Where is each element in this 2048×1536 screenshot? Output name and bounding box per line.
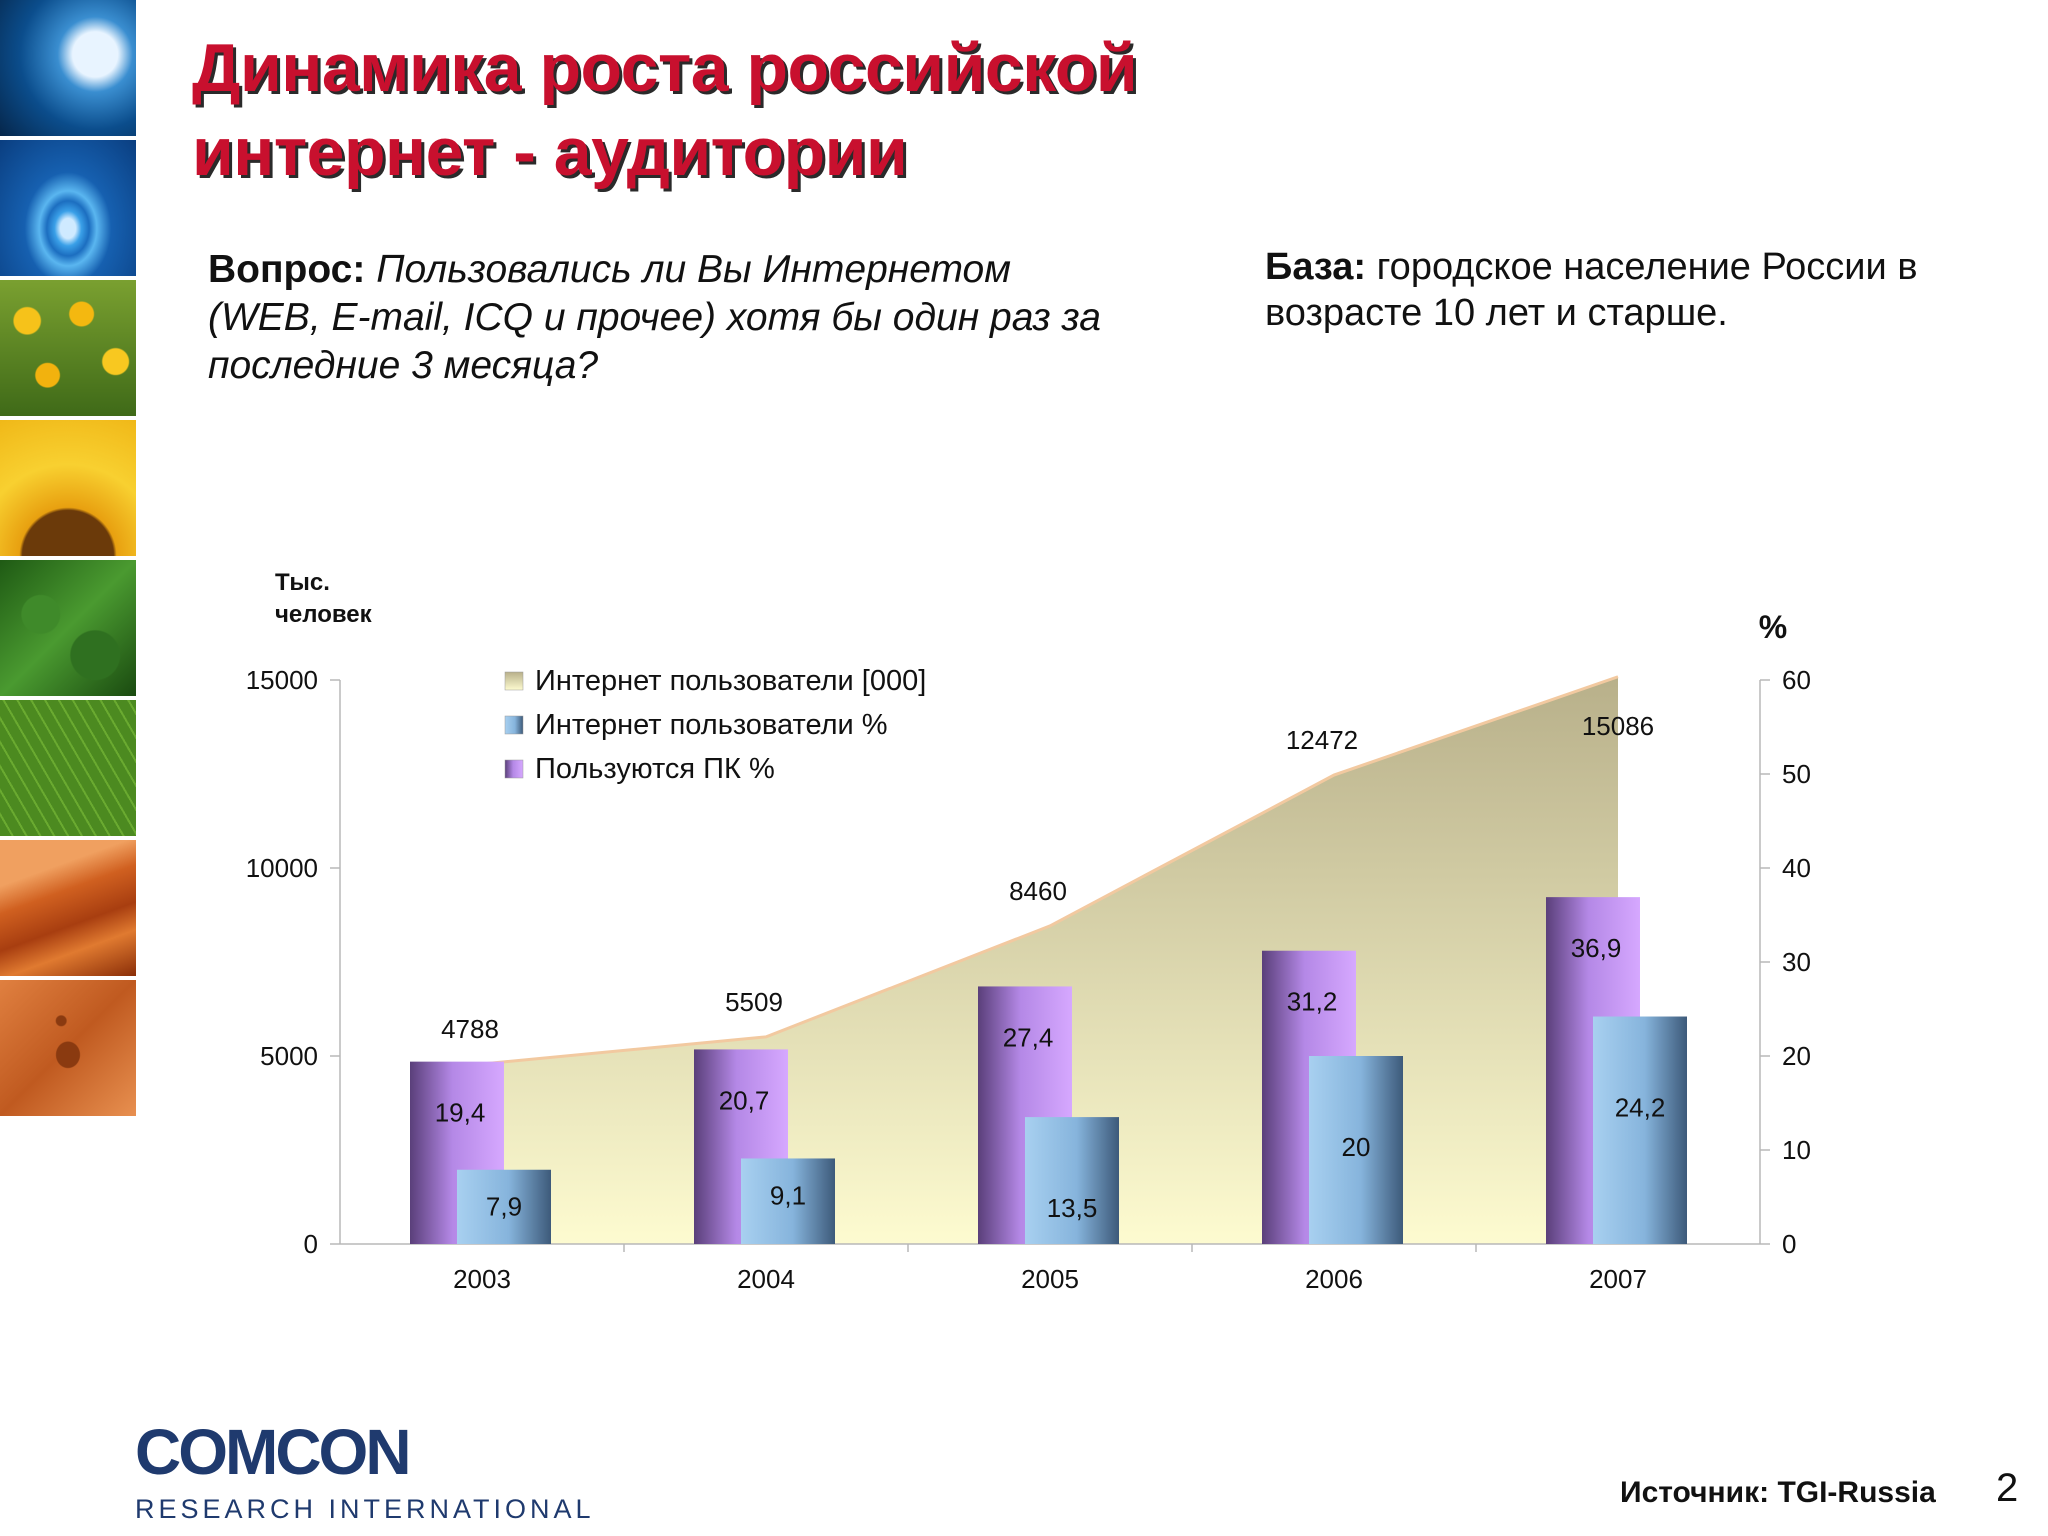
label-internet-users-pct-2006: 20 (1342, 1132, 1371, 1162)
logo-main-text: COMCON (135, 1420, 595, 1484)
left-tick-label: 0 (304, 1229, 318, 1259)
label-internet-users-thousands-2005: 8460 (1009, 876, 1067, 906)
label-internet-users-pct-2007: 24,2 (1615, 1093, 1666, 1123)
bar-internet-users-pct-2007 (1593, 1017, 1687, 1244)
left-tick-label: 5000 (260, 1041, 318, 1071)
chart-svg: 0 5000 10000 15000 0 10 20 30 40 50 60 2003 2004 2005… (220, 560, 1820, 1320)
legend-swatch-0 (505, 672, 523, 690)
title-line-2: интернет - аудитории (192, 110, 1137, 194)
sunflower-image (0, 420, 136, 556)
sunflower-field-image (0, 280, 136, 416)
bar-internet-users-pct-2005 (1025, 1117, 1119, 1244)
label-internet-users-thousands-2006: 12472 (1286, 725, 1358, 755)
base-block: База: городское население России в возра… (1265, 244, 1985, 336)
audience-chart: 0 5000 10000 15000 0 10 20 30 40 50 60 2003 2004 2005… (220, 560, 1820, 1320)
right-axis-title: % (1759, 609, 1787, 645)
label-pc-users-2004: 20,7 (719, 1085, 770, 1115)
footprint-sand-image (0, 980, 136, 1116)
right-tick-label: 0 (1782, 1229, 1796, 1259)
source-note: Источник: TGI-Russia (1620, 1476, 1936, 1510)
question-block: Вопрос: Пользовались ли Вы Интернетом (W… (208, 246, 1128, 390)
label-internet-users-pct-2004: 9,1 (770, 1180, 806, 1210)
label-pc-users-2003: 19,4 (435, 1098, 486, 1128)
legend-label-2: Пользуются ПК % (535, 753, 775, 785)
label-internet-users-pct-2005: 13,5 (1047, 1193, 1098, 1223)
right-tick-label: 60 (1782, 665, 1811, 695)
label-internet-users-thousands-2003: 4788 (441, 1014, 499, 1044)
leaf-image (0, 700, 136, 836)
label-internet-users-pct-2003: 7,9 (486, 1192, 522, 1222)
question-label: Вопрос: (208, 248, 365, 291)
x-tick-label: 2006 (1305, 1264, 1363, 1294)
legend-swatch-1 (505, 716, 523, 734)
base-label: База: (1265, 246, 1366, 288)
label-internet-users-thousands-2004: 5509 (725, 987, 783, 1017)
left-axis-title-line1: Тыс. (275, 569, 330, 596)
legend-label-1: Интернет пользователи % (535, 709, 888, 741)
x-tick-label: 2004 (737, 1264, 795, 1294)
page-number: 2 (1996, 1466, 2018, 1511)
x-tick-label: 2003 (453, 1264, 511, 1294)
left-tick-label: 10000 (246, 853, 318, 883)
right-tick-label: 50 (1782, 759, 1811, 789)
logo-sub-text: RESEARCH INTERNATIONAL (135, 1494, 595, 1525)
right-tick-label: 40 (1782, 853, 1811, 883)
legend-label-0: Интернет пользователи [000] (535, 665, 926, 697)
left-tick-label: 15000 (246, 665, 318, 695)
legend-swatch-2 (505, 760, 523, 778)
label-pc-users-2005: 27,4 (1003, 1022, 1054, 1052)
title-line-1: Динамика роста российской (192, 26, 1137, 110)
x-tick-label: 2005 (1021, 1264, 1079, 1294)
wave-image (0, 0, 136, 136)
label-internet-users-thousands-2007: 15086 (1582, 711, 1654, 741)
x-tick-label: 2007 (1589, 1264, 1647, 1294)
side-image-strip (0, 0, 136, 1120)
left-axis-title-line2: человек (275, 601, 373, 628)
right-tick-label: 10 (1782, 1135, 1811, 1165)
water-drop-image (0, 140, 136, 276)
label-pc-users-2007: 36,9 (1571, 933, 1622, 963)
forest-image (0, 560, 136, 696)
right-tick-label: 20 (1782, 1041, 1811, 1071)
label-pc-users-2006: 31,2 (1287, 987, 1338, 1017)
comcon-logo: COMCON RESEARCH INTERNATIONAL (135, 1420, 595, 1525)
slide-title: Динамика роста российской интернет - ауд… (192, 26, 1137, 194)
right-tick-label: 30 (1782, 947, 1811, 977)
desert-dunes-image (0, 840, 136, 976)
